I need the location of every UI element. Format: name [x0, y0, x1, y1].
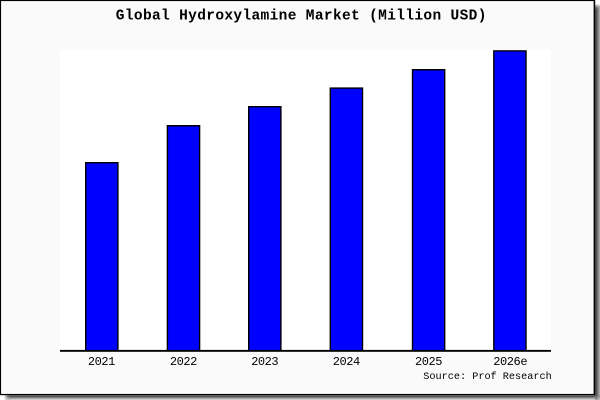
svg-text:2022: 2022	[170, 355, 197, 369]
svg-text:2026e: 2026e	[493, 355, 527, 369]
svg-text:Global Hydroxylamine Market (M: Global Hydroxylamine Market (Million USD…	[116, 9, 487, 25]
svg-text:2021: 2021	[88, 355, 115, 369]
svg-text:2024: 2024	[333, 355, 360, 369]
svg-text:2025: 2025	[415, 355, 442, 369]
svg-text:2023: 2023	[251, 355, 278, 369]
svg-text:Source: Prof Research: Source: Prof Research	[423, 371, 551, 383]
